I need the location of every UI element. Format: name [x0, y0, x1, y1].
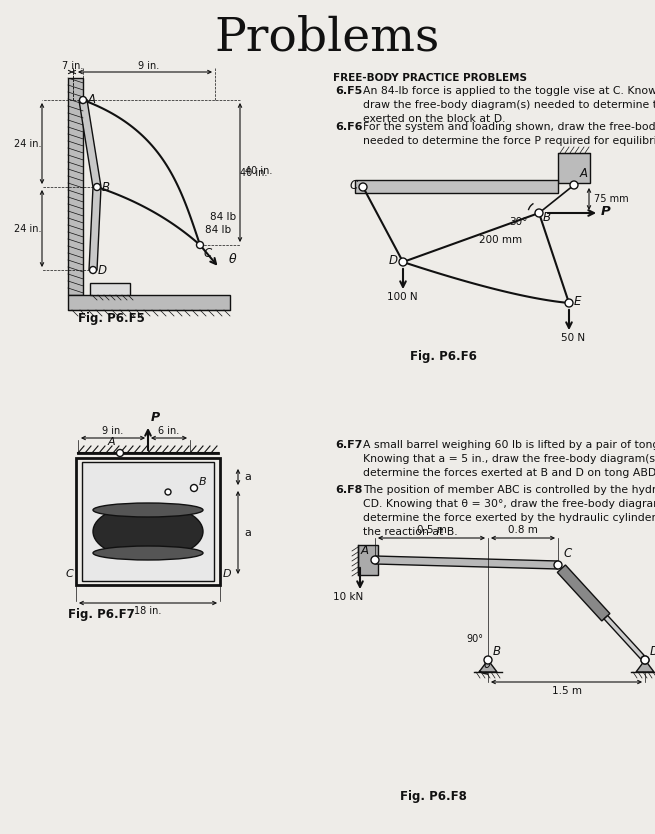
Ellipse shape: [93, 504, 203, 559]
Polygon shape: [636, 660, 654, 672]
Text: 24 in.: 24 in.: [14, 138, 42, 148]
Text: An 84-lb force is applied to the toggle vise at C. Knowing that θ = 90°,
draw th: An 84-lb force is applied to the toggle …: [363, 86, 655, 124]
Text: Fig. P6.F6: Fig. P6.F6: [410, 350, 477, 363]
Text: 50 N: 50 N: [561, 333, 585, 343]
Text: For the system and loading shown, draw the free-body diagram(s)
needed to determ: For the system and loading shown, draw t…: [363, 122, 655, 146]
Text: D: D: [389, 254, 398, 267]
Text: 9 in.: 9 in.: [138, 61, 160, 71]
Text: 6 in.: 6 in.: [159, 426, 179, 436]
Text: B: B: [493, 645, 501, 658]
Text: P: P: [151, 411, 160, 424]
Polygon shape: [358, 545, 378, 575]
Polygon shape: [89, 187, 101, 270]
Text: A: A: [88, 93, 96, 105]
Text: Problems: Problems: [214, 15, 440, 61]
Polygon shape: [90, 283, 130, 295]
Text: 18 in.: 18 in.: [134, 606, 162, 616]
Text: 6.F7: 6.F7: [335, 440, 362, 450]
Circle shape: [165, 489, 171, 495]
Polygon shape: [68, 295, 230, 310]
Text: 10 kN: 10 kN: [333, 592, 364, 602]
Circle shape: [565, 299, 573, 307]
Text: E: E: [574, 295, 582, 308]
Text: 84 lb: 84 lb: [210, 212, 236, 222]
Text: 84 lb: 84 lb: [205, 225, 231, 235]
Text: 1.5 m: 1.5 m: [552, 686, 582, 696]
Circle shape: [554, 561, 562, 569]
Text: 9 in.: 9 in.: [102, 426, 124, 436]
Text: 6.F8: 6.F8: [335, 485, 362, 495]
Text: A: A: [108, 437, 116, 447]
Text: a: a: [244, 527, 252, 537]
Text: 0.5 m: 0.5 m: [417, 525, 447, 535]
Text: C: C: [203, 247, 212, 259]
Circle shape: [117, 450, 124, 456]
Circle shape: [641, 656, 649, 664]
Text: D: D: [98, 264, 107, 277]
Text: Fig. P6.F5: Fig. P6.F5: [78, 312, 145, 325]
Circle shape: [570, 181, 578, 189]
Circle shape: [90, 267, 96, 274]
Text: D: D: [223, 569, 232, 579]
Ellipse shape: [93, 546, 203, 560]
Polygon shape: [375, 556, 558, 569]
Text: 6.F5: 6.F5: [335, 86, 362, 96]
Text: a: a: [244, 472, 252, 482]
Text: A: A: [580, 167, 588, 180]
Polygon shape: [604, 615, 644, 659]
Text: FREE-BODY PRACTICE PROBLEMS: FREE-BODY PRACTICE PROBLEMS: [333, 73, 527, 83]
Text: Fig. P6.F7: Fig. P6.F7: [68, 608, 135, 621]
Text: C: C: [66, 569, 74, 579]
Text: 200 mm: 200 mm: [479, 234, 522, 244]
Text: 0.8 m: 0.8 m: [508, 525, 538, 535]
Circle shape: [191, 485, 198, 491]
Text: $\theta$: $\theta$: [228, 252, 237, 266]
Polygon shape: [68, 78, 83, 295]
Text: 100 N: 100 N: [387, 292, 418, 302]
Polygon shape: [355, 180, 558, 193]
Text: 6.F6: 6.F6: [335, 122, 362, 132]
Text: A: A: [361, 544, 369, 557]
Text: B: B: [543, 211, 551, 224]
Circle shape: [196, 242, 204, 249]
Polygon shape: [79, 99, 101, 188]
Circle shape: [399, 258, 407, 266]
Polygon shape: [82, 462, 214, 581]
Polygon shape: [558, 153, 590, 183]
Circle shape: [535, 209, 543, 217]
Circle shape: [371, 556, 379, 564]
Text: The position of member ABC is controlled by the hydraulic cylinder
CD. Knowing t: The position of member ABC is controlled…: [363, 485, 655, 537]
Text: 75 mm: 75 mm: [594, 194, 629, 204]
Text: $\theta$: $\theta$: [483, 658, 492, 671]
Circle shape: [79, 97, 86, 103]
Text: D: D: [650, 645, 655, 658]
Text: C: C: [563, 547, 571, 560]
Text: 24 in.: 24 in.: [14, 224, 42, 234]
Text: 90°: 90°: [466, 634, 483, 644]
Circle shape: [484, 656, 492, 664]
Circle shape: [641, 656, 649, 664]
Polygon shape: [479, 660, 497, 672]
Text: 7 in.: 7 in.: [62, 61, 84, 71]
Text: A small barrel weighing 60 lb is lifted by a pair of tongs as shown.
Knowing tha: A small barrel weighing 60 lb is lifted …: [363, 440, 655, 478]
Text: Fig. P6.F8: Fig. P6.F8: [400, 790, 467, 803]
Text: B: B: [199, 477, 206, 487]
Text: 40 in.: 40 in.: [240, 168, 268, 178]
Text: C: C: [349, 179, 357, 192]
Ellipse shape: [93, 503, 203, 517]
Text: P: P: [601, 205, 610, 218]
Circle shape: [94, 183, 100, 190]
Text: 40 in.: 40 in.: [245, 165, 272, 175]
Text: B: B: [102, 180, 110, 193]
Polygon shape: [557, 565, 610, 621]
Text: 30°: 30°: [509, 217, 527, 227]
Circle shape: [359, 183, 367, 191]
